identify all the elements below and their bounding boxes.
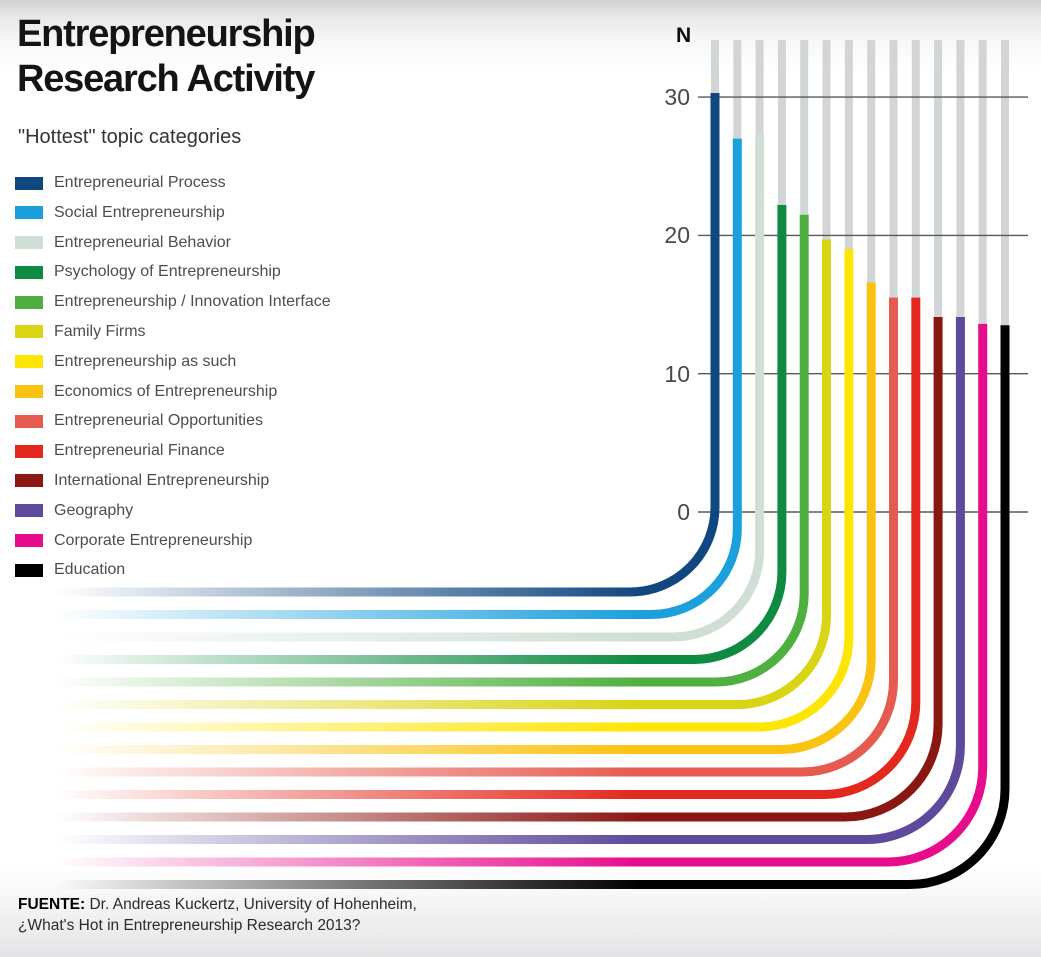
category-ribbon-2 <box>55 138 742 619</box>
category-ribbon-6 <box>55 239 831 709</box>
category-ribbon-13 <box>55 323 988 867</box>
legend-item: Economics of Entrepreneurship <box>15 382 331 400</box>
source-prefix: FUENTE: <box>18 896 86 913</box>
title-line-2: Research Activity <box>17 58 315 100</box>
legend-swatch <box>15 444 43 458</box>
legend-item: Entrepreneurial Behavior <box>15 233 331 251</box>
legend-swatch <box>15 265 43 279</box>
legend-item: Entrepreneurship as such <box>15 352 331 370</box>
legend-label: Social Entrepreneurship <box>54 203 225 221</box>
legend-label: Psychology of Entrepreneurship <box>54 263 281 281</box>
legend-swatch <box>15 504 43 518</box>
category-ribbon-9 <box>55 297 898 777</box>
legend-label: Economics of Entrepreneurship <box>54 382 278 400</box>
legend-label: Geography <box>54 501 134 519</box>
legend-item: Entrepreneurship / Innovation Interface <box>15 293 331 311</box>
legend-item: Entrepreneurial Opportunities <box>15 412 331 430</box>
legend-swatch <box>15 474 43 488</box>
source-line-1: Dr. Andreas Kuckertz, University of Hohe… <box>85 896 417 913</box>
legend-label: Education <box>54 561 126 579</box>
category-ribbon-5 <box>55 214 809 687</box>
legend: Entrepreneurial Process Social Entreprene… <box>15 174 331 592</box>
legend-item: Family Firms <box>15 322 331 340</box>
legend-swatch <box>15 355 43 369</box>
legend-swatch <box>15 414 43 428</box>
legend-swatch <box>15 176 43 190</box>
legend-item: Entrepreneurial Finance <box>15 442 331 460</box>
legend-item: Geography <box>15 501 331 519</box>
legend-item: Entrepreneurial Process <box>15 174 331 191</box>
title-line-1: Entrepreneurship <box>17 13 316 55</box>
legend-label: Entrepreneurial Behavior <box>54 233 231 251</box>
y-axis-unit-label: N <box>676 24 692 47</box>
legend-item: Social Entrepreneurship <box>15 203 331 221</box>
category-ribbon-4 <box>55 205 787 664</box>
category-ribbon-10 <box>55 297 921 799</box>
legend-swatch <box>15 563 43 577</box>
legend-label: Entrepreneurial Process <box>54 174 226 191</box>
background-bar <box>911 40 920 512</box>
background-bar <box>867 40 876 512</box>
category-ribbon-12 <box>55 317 965 844</box>
chart-subtitle: "Hottest" topic categories <box>18 126 242 148</box>
category-ribbon-11 <box>55 317 943 822</box>
background-bar <box>1001 40 1009 512</box>
page-title: Entrepreneurship Research Activity <box>17 12 316 102</box>
category-ribbon-3 <box>55 134 765 642</box>
source-line-2: ¿What's Hot in Entrepreneurship Research… <box>18 917 361 934</box>
legend-label: Entrepreneurial Finance <box>54 442 225 460</box>
legend-swatch <box>15 236 43 250</box>
category-ribbon-7 <box>55 249 854 732</box>
legend-label: Entrepreneurship as such <box>54 352 237 370</box>
legend-label: International Entrepreneurship <box>54 471 270 489</box>
category-ribbon-8 <box>55 282 876 754</box>
legend-label: Entrepreneurial Opportunities <box>54 412 264 430</box>
legend-swatch <box>15 325 43 339</box>
legend-item: Corporate Entrepreneurship <box>15 531 331 549</box>
legend-label: Corporate Entrepreneurship <box>54 531 253 549</box>
y-tick-30: 30 <box>664 84 690 111</box>
background-bar <box>889 40 898 512</box>
legend-item: Psychology of Entrepreneurship <box>15 263 331 281</box>
source-note: FUENTE: Dr. Andreas Kuckertz, University… <box>18 894 417 936</box>
y-tick-20: 20 <box>664 222 690 249</box>
background-bar <box>956 40 965 512</box>
legend-item: Education <box>15 561 331 579</box>
legend-item: International Entrepreneurship <box>15 471 331 489</box>
legend-swatch <box>15 385 43 399</box>
y-tick-10: 10 <box>664 360 690 387</box>
category-ribbon-1 <box>55 93 720 597</box>
legend-swatch <box>15 206 43 220</box>
legend-label: Entrepreneurship / Innovation Interface <box>54 293 331 311</box>
background-bar <box>978 40 987 512</box>
background-bar <box>934 40 943 512</box>
legend-swatch <box>15 295 43 309</box>
y-tick-0: 0 <box>677 499 690 525</box>
legend-label: Family Firms <box>54 322 146 340</box>
category-ribbon-14 <box>55 325 1010 889</box>
legend-swatch <box>15 534 43 548</box>
